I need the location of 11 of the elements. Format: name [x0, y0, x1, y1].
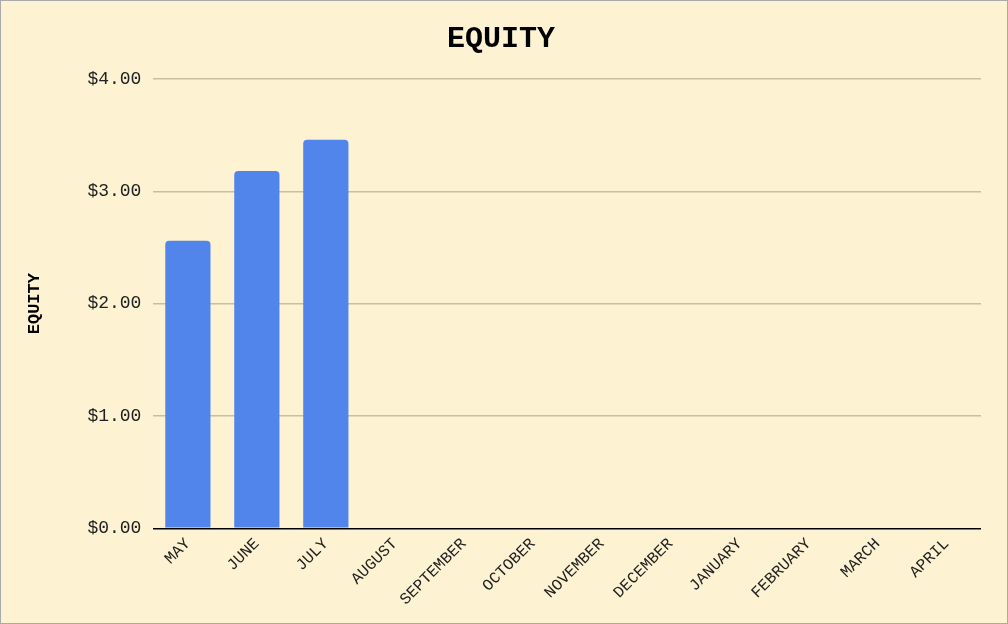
- y-tick-label: $0.00: [87, 518, 142, 539]
- bar: [234, 171, 280, 528]
- bar: [303, 139, 349, 528]
- y-tick-label: $4.00: [87, 68, 142, 89]
- x-tick-label: MAY: [161, 534, 195, 569]
- bar: [165, 240, 211, 528]
- y-tick-label: $2.00: [87, 293, 142, 314]
- y-tick-label: $1.00: [87, 405, 142, 426]
- y-axis-title: EQUITY: [25, 272, 45, 335]
- y-tick-label: $3.00: [87, 181, 142, 202]
- chart-title: EQUITY: [446, 21, 556, 56]
